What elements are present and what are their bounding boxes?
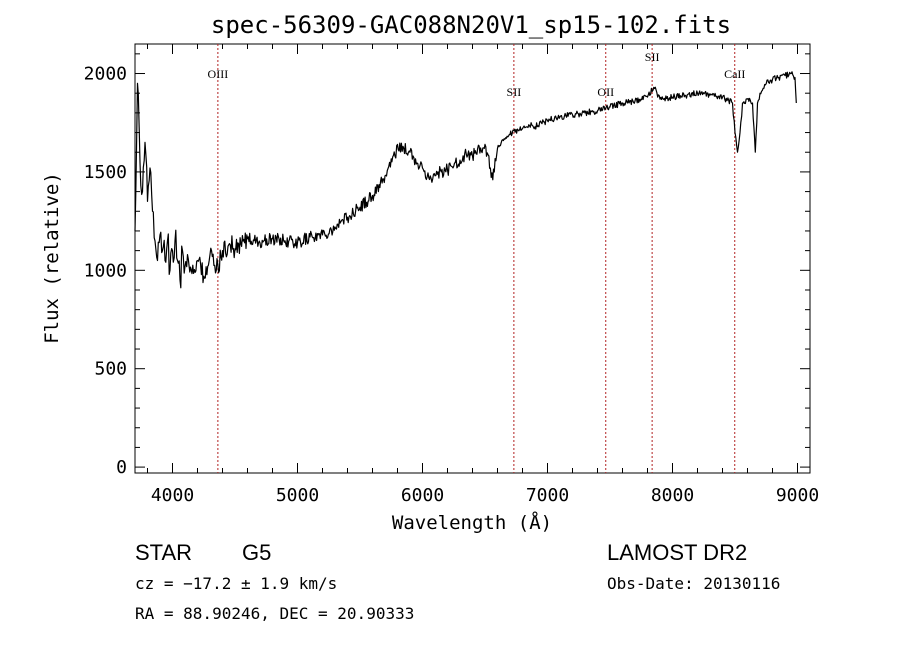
marker-label-2: OII	[597, 85, 614, 99]
y-tick-label-4: 2000	[84, 64, 127, 85]
y-axis: 0 500 1000 1500 2000	[84, 53, 810, 478]
marker-label-1: SII	[507, 85, 522, 99]
spectral-subclass: G5	[242, 540, 271, 565]
chart-title: spec-56309-GAC088N20V1_sp15-102.fits	[211, 11, 731, 39]
y-tick-label-1: 500	[94, 359, 127, 380]
x-tick-label-0: 4000	[151, 485, 194, 506]
observation-date: Obs-Date: 20130116	[607, 574, 780, 593]
emission-line-markers: OIII SII OII SII CaII	[208, 44, 745, 473]
x-tick-label-3: 7000	[526, 485, 569, 506]
redshift-velocity: cz = −17.2 ± 1.9 km/s	[135, 574, 337, 593]
x-axis: 4000 5000 6000 7000 8000 9000	[147, 44, 819, 506]
plot-frame	[134, 43, 811, 474]
marker-label-3: SII	[645, 50, 660, 64]
survey-name: LAMOST DR2	[607, 540, 747, 565]
marker-label-4: CaII	[724, 67, 745, 81]
y-tick-label-3: 1500	[84, 162, 127, 183]
spectrum-line	[134, 71, 797, 289]
y-axis-label: Flux (relative)	[41, 172, 63, 344]
x-tick-label-2: 6000	[401, 485, 444, 506]
x-tick-label-5: 9000	[776, 485, 819, 506]
y-tick-label-2: 1000	[84, 260, 127, 281]
y-tick-label-0: 0	[116, 457, 127, 478]
x-tick-label-4: 8000	[651, 485, 694, 506]
marker-label-0: OIII	[208, 67, 229, 81]
object-type: STAR	[135, 540, 192, 565]
x-tick-label-1: 5000	[276, 485, 319, 506]
x-axis-label: Wavelength (Å)	[392, 511, 552, 534]
coordinates: RA = 88.90246, DEC = 20.90333	[135, 604, 414, 623]
series-layer	[134, 71, 797, 289]
